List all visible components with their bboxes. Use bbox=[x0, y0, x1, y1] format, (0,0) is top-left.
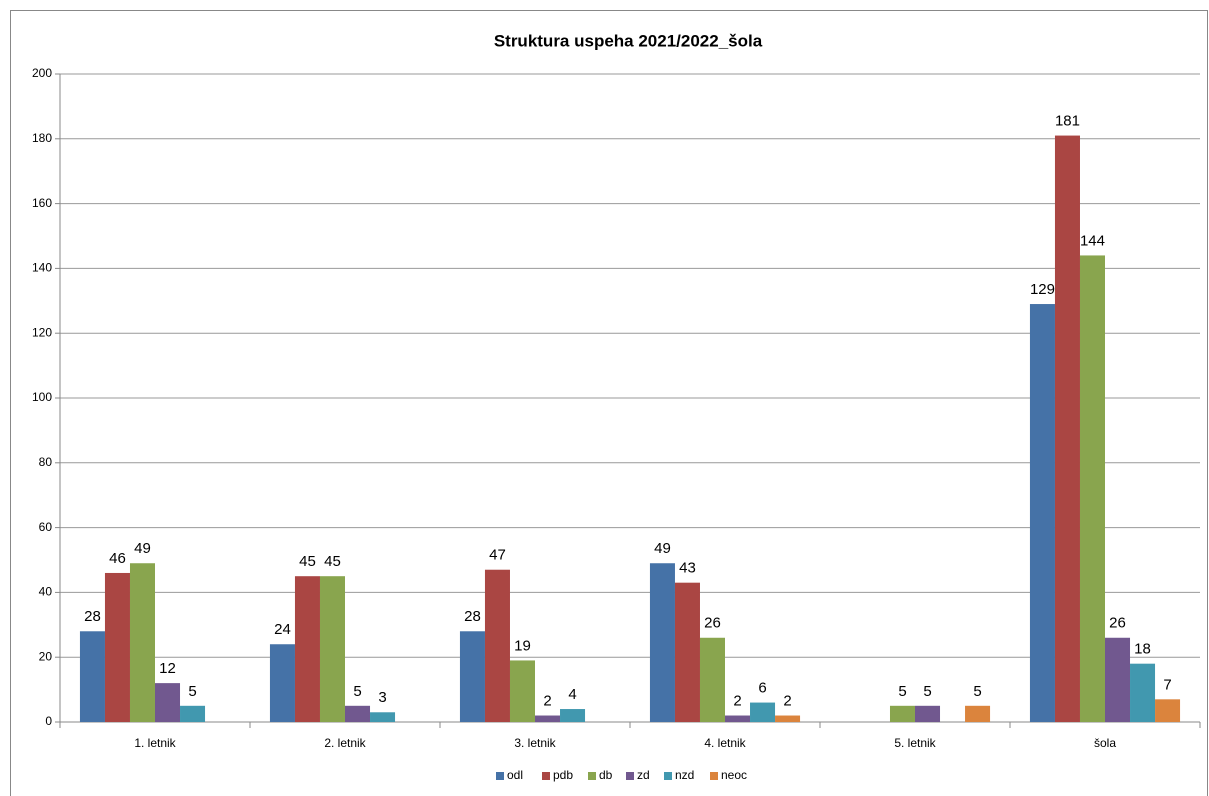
data-label: 2 bbox=[543, 692, 551, 709]
bar bbox=[965, 705, 991, 722]
y-tick-label: 160 bbox=[32, 196, 52, 210]
data-label: 47 bbox=[489, 547, 506, 564]
y-tick-label: 120 bbox=[32, 325, 52, 339]
bar bbox=[484, 569, 510, 722]
data-label: 5 bbox=[188, 683, 196, 700]
bar bbox=[294, 576, 320, 722]
x-tick-label: 1. letnik bbox=[134, 736, 176, 750]
bar bbox=[1155, 699, 1181, 722]
data-label: 6 bbox=[758, 680, 766, 697]
data-label: 144 bbox=[1080, 232, 1105, 249]
bar bbox=[1105, 637, 1131, 722]
bar bbox=[1079, 255, 1105, 722]
data-label: 2 bbox=[783, 692, 791, 709]
legend-swatch bbox=[588, 772, 596, 780]
y-tick-label: 20 bbox=[39, 649, 53, 663]
bar bbox=[79, 631, 105, 722]
data-label: 5 bbox=[898, 683, 906, 700]
bar bbox=[725, 715, 751, 722]
bar bbox=[649, 563, 675, 722]
data-label: 43 bbox=[679, 560, 696, 577]
y-tick-label: 0 bbox=[45, 714, 52, 728]
bar bbox=[269, 644, 295, 722]
data-label: 28 bbox=[464, 608, 481, 625]
bar bbox=[535, 715, 561, 722]
bar bbox=[674, 582, 700, 722]
legend-swatch bbox=[542, 772, 550, 780]
data-label: 129 bbox=[1030, 281, 1055, 298]
data-label: 19 bbox=[514, 637, 531, 654]
bar bbox=[1054, 135, 1080, 722]
legend-swatch bbox=[710, 772, 718, 780]
data-label: 5 bbox=[973, 683, 981, 700]
data-label: 45 bbox=[299, 553, 316, 570]
legend-swatch bbox=[496, 772, 504, 780]
bar bbox=[459, 631, 485, 722]
x-tick-label: šola bbox=[1094, 736, 1116, 750]
data-label: 26 bbox=[1109, 615, 1126, 632]
data-label: 5 bbox=[353, 683, 361, 700]
legend-label: zd bbox=[637, 768, 650, 782]
bar bbox=[750, 702, 776, 722]
bar bbox=[1029, 304, 1055, 722]
chart-title: Struktura uspeha 2021/2022_šola bbox=[494, 31, 763, 50]
bar bbox=[1130, 663, 1156, 722]
data-label: 49 bbox=[134, 540, 151, 557]
x-tick-label: 3. letnik bbox=[514, 736, 556, 750]
y-tick-label: 100 bbox=[32, 390, 52, 404]
legend-swatch bbox=[626, 772, 634, 780]
bar bbox=[915, 705, 941, 722]
x-tick-label: 4. letnik bbox=[704, 736, 746, 750]
data-label: 7 bbox=[1163, 676, 1171, 693]
data-label: 46 bbox=[109, 550, 126, 567]
bar bbox=[370, 712, 396, 722]
y-tick-label: 140 bbox=[32, 261, 52, 275]
data-label: 12 bbox=[159, 660, 176, 677]
data-label: 28 bbox=[84, 608, 101, 625]
legend-label: odl bbox=[507, 768, 523, 782]
data-label: 45 bbox=[324, 553, 341, 570]
x-tick-label: 5. letnik bbox=[894, 736, 936, 750]
bar bbox=[104, 572, 130, 722]
y-tick-label: 200 bbox=[32, 66, 52, 80]
y-tick-label: 180 bbox=[32, 131, 52, 145]
legend-label: db bbox=[599, 768, 613, 782]
bar bbox=[180, 705, 206, 722]
bar bbox=[775, 715, 801, 722]
data-label: 2 bbox=[733, 692, 741, 709]
y-tick-label: 40 bbox=[39, 585, 53, 599]
x-tick-label: 2. letnik bbox=[324, 736, 366, 750]
data-label: 24 bbox=[274, 621, 291, 638]
data-label: 49 bbox=[654, 540, 671, 557]
legend-swatch bbox=[664, 772, 672, 780]
data-label: 26 bbox=[704, 615, 721, 632]
bar bbox=[889, 705, 915, 722]
bar bbox=[155, 683, 181, 722]
chart-frame bbox=[10, 10, 1208, 796]
y-tick-label: 60 bbox=[39, 520, 53, 534]
bar bbox=[509, 660, 535, 722]
data-label: 18 bbox=[1134, 641, 1151, 658]
bar bbox=[560, 709, 586, 722]
data-label: 3 bbox=[378, 689, 386, 706]
legend-label: nzd bbox=[675, 768, 694, 782]
bar bbox=[319, 576, 345, 722]
bar bbox=[345, 705, 371, 722]
data-label: 5 bbox=[923, 683, 931, 700]
bar bbox=[699, 637, 725, 722]
y-tick-label: 80 bbox=[39, 455, 53, 469]
data-label: 4 bbox=[568, 686, 576, 703]
data-label: 181 bbox=[1055, 113, 1080, 130]
bar bbox=[129, 563, 155, 722]
legend-label: neoc bbox=[721, 768, 747, 782]
legend-label: pdb bbox=[553, 768, 573, 782]
